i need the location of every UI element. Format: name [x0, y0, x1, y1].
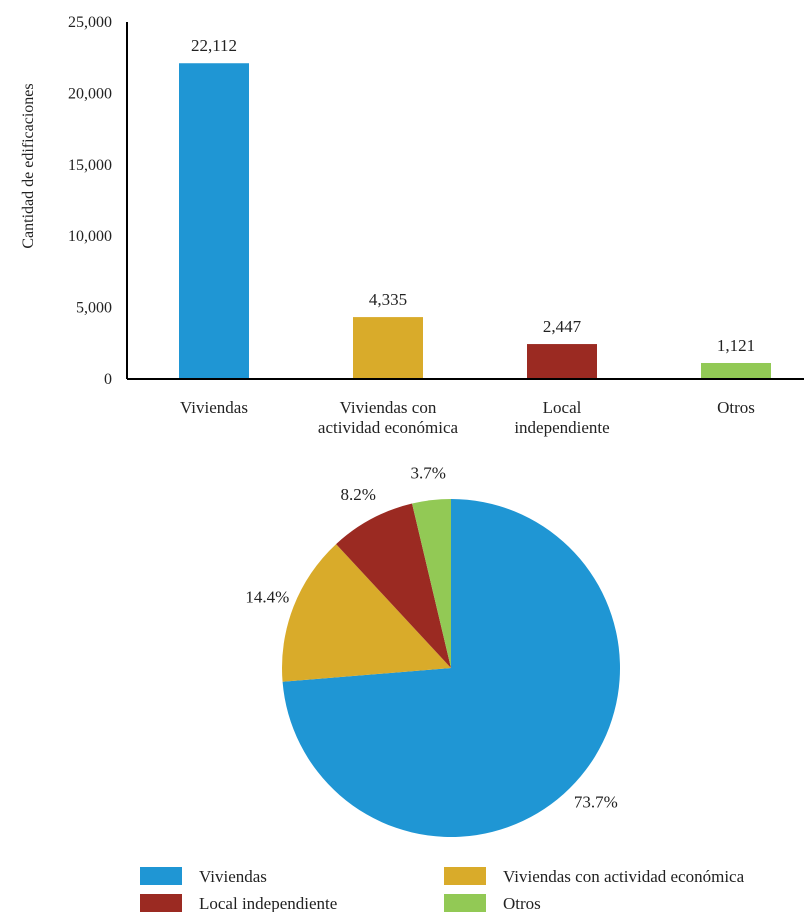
bar-value-label: 2,447 — [543, 317, 582, 336]
category-label: actividad económica — [318, 418, 459, 437]
y-tick-label: 15,000 — [68, 157, 112, 174]
y-axis-label: Cantidad de edificaciones — [20, 83, 37, 248]
y-tick-label: 20,000 — [68, 85, 112, 102]
pie-chart: 73.7% 14.4% 8.2% 3.7% — [245, 463, 620, 838]
pie-slice — [336, 503, 451, 668]
y-tick-label: 5,000 — [76, 300, 112, 317]
pie-value-label: 73.7% — [574, 792, 618, 811]
legend-label: Viviendas con actividad económica — [503, 867, 745, 886]
legend-label: Local independiente — [199, 894, 337, 912]
legend-swatch — [140, 867, 182, 885]
legend-label: Viviendas — [199, 867, 267, 886]
pie-value-label: 8.2% — [341, 485, 376, 504]
legend-swatch — [444, 867, 486, 885]
y-tick-label: 0 — [104, 371, 112, 388]
bar-chart: Cantidad de edificaciones 0 5,000 10,000 15… — [20, 14, 804, 437]
bars — [179, 63, 771, 380]
bar — [701, 362, 771, 379]
pie-slice — [282, 499, 620, 838]
pie-slice — [412, 499, 451, 668]
bar-value-label: 22,112 — [191, 36, 237, 55]
legend: Viviendas Viviendas con actividad económi… — [140, 867, 745, 912]
legend-swatch — [140, 894, 182, 912]
legend-swatch — [444, 894, 486, 912]
pie-value-label: 14.4% — [245, 588, 289, 607]
category-label: Local — [543, 398, 582, 417]
pie-slices — [281, 499, 620, 838]
y-tick-label: 10,000 — [68, 228, 112, 245]
y-tick-label: 25,000 — [68, 14, 112, 31]
pie-value-labels: 73.7% 14.4% 8.2% 3.7% — [245, 463, 617, 811]
bar-value-label: 4,335 — [369, 290, 407, 309]
category-label: Viviendas con — [340, 398, 437, 417]
pie-value-label: 3.7% — [410, 463, 445, 482]
category-label: Viviendas — [180, 398, 248, 417]
bar — [179, 63, 249, 380]
category-label: Otros — [717, 398, 755, 417]
category-label: independiente — [514, 418, 609, 437]
y-tick-labels: 0 5,000 10,000 15,000 20,000 25,000 — [68, 14, 112, 388]
legend-label: Otros — [503, 894, 541, 912]
bar — [353, 317, 423, 379]
bar-value-label: 1,121 — [717, 336, 755, 355]
bar-value-labels: 22,112 4,335 2,447 1,121 — [191, 36, 755, 355]
pie-slice — [281, 544, 451, 682]
bar — [527, 344, 597, 379]
